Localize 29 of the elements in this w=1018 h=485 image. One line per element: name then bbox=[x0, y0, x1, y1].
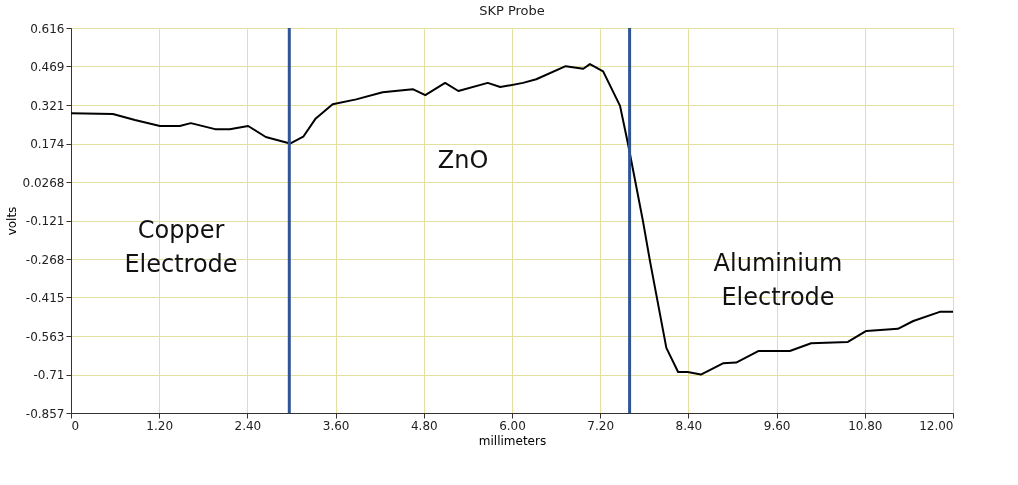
x-tick-label: 10.80 bbox=[848, 418, 883, 433]
y-tick-label: -0.121 bbox=[25, 214, 65, 229]
y-tick-label: 0.321 bbox=[30, 98, 65, 113]
x-tick-label: 7.20 bbox=[587, 418, 615, 433]
x-tick-label: 1.20 bbox=[146, 418, 174, 433]
x-tick-label: 4.80 bbox=[410, 418, 438, 433]
y-tick-label: -0.415 bbox=[25, 290, 65, 305]
y-tick-label: 0.469 bbox=[30, 59, 65, 74]
annotation: ZnO bbox=[437, 146, 489, 174]
x-tick-label: 8.40 bbox=[675, 418, 703, 433]
y-axis-title: volts bbox=[4, 206, 19, 236]
y-tick-label: -0.268 bbox=[25, 252, 65, 267]
x-tick-label: 9.60 bbox=[763, 418, 791, 433]
x-tick-label: 2.40 bbox=[234, 418, 262, 433]
annotation: Copper Electrode bbox=[124, 216, 238, 278]
x-tick-label: 6.00 bbox=[499, 418, 526, 433]
y-tick-label: 0.174 bbox=[30, 137, 65, 152]
y-tick-label: -0.857 bbox=[25, 406, 65, 421]
x-tick-label: 3.60 bbox=[322, 418, 350, 433]
y-tick-label: -0.71 bbox=[33, 368, 65, 383]
y-tick-label: 0.616 bbox=[30, 21, 65, 36]
x-tick-label: 12.00 bbox=[919, 418, 954, 433]
y-tick-label: 0.0268 bbox=[22, 175, 65, 190]
chart-title: SKP Probe bbox=[479, 3, 545, 18]
y-tick-label: -0.563 bbox=[25, 329, 65, 344]
line-series bbox=[70, 63, 954, 376]
x-tick-label: 0 bbox=[71, 418, 80, 433]
annotation: Aluminium Electrode bbox=[713, 249, 843, 311]
x-axis-title: millimeters bbox=[478, 433, 547, 448]
